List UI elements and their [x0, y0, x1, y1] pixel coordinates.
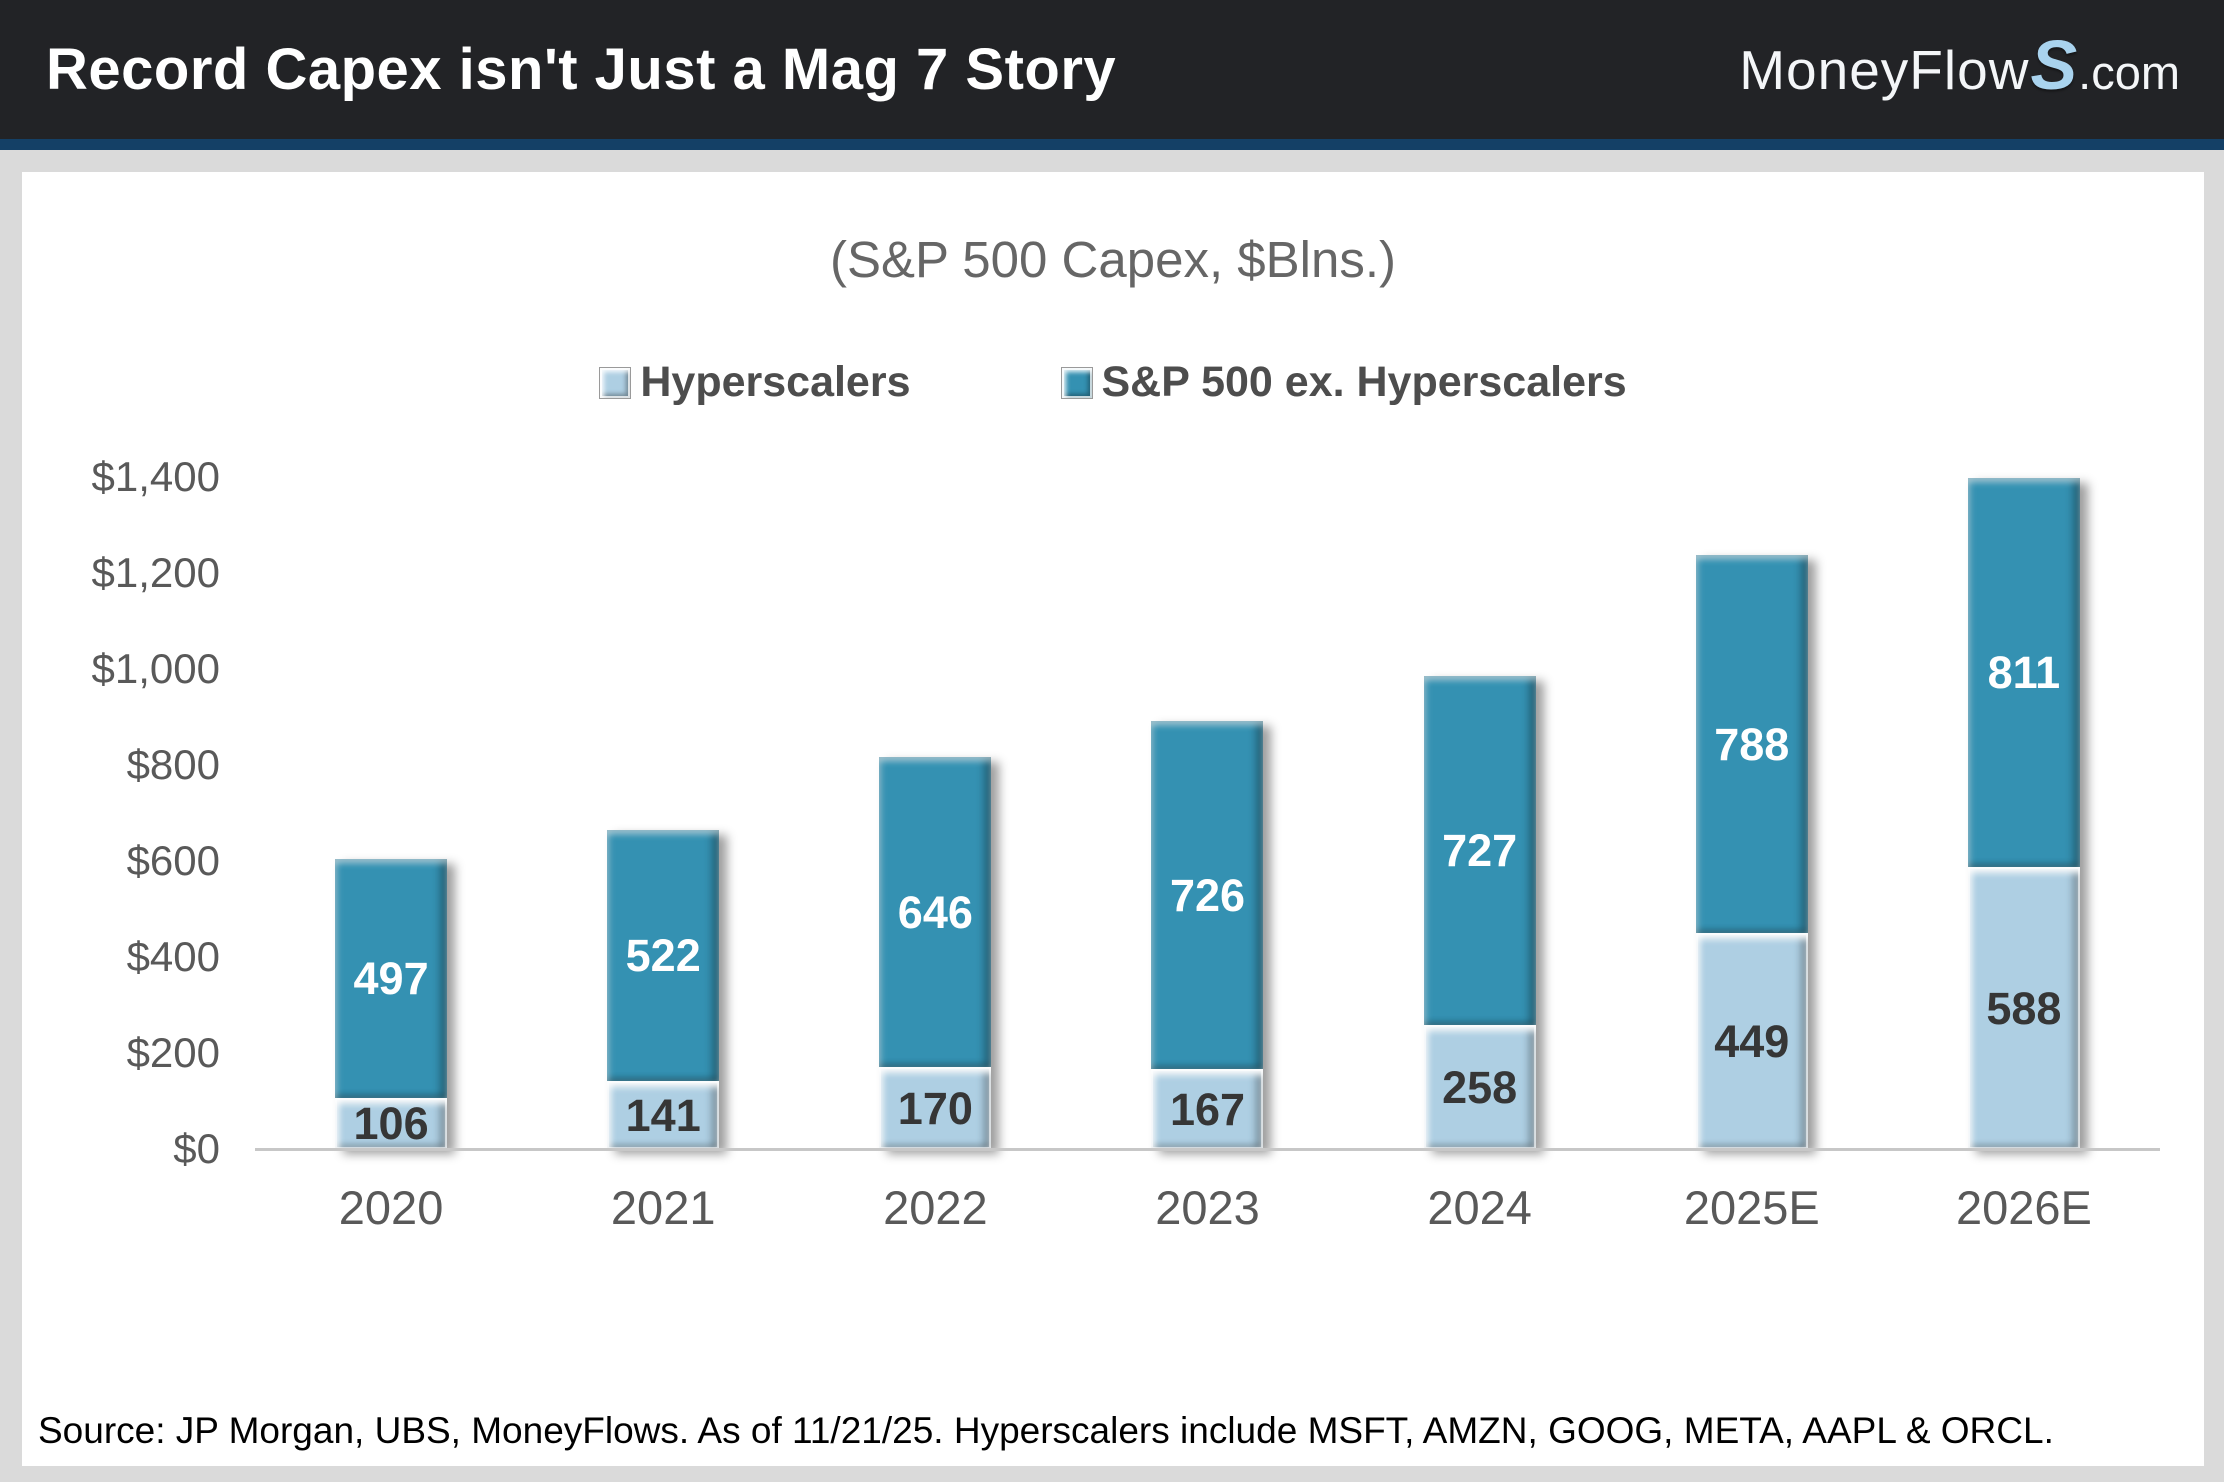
y-axis-label-1000: $1,000: [91, 645, 220, 692]
bar-value-label-s-p-500-ex-hyperscalers-2021: 522: [625, 930, 701, 981]
legend-item-sp500-ex-hyperscalers: S&P 500 ex. Hyperscalers: [1060, 358, 1627, 407]
x-axis-label-2020: 2020: [338, 1181, 444, 1234]
bar-value-label-s-p-500-ex-hyperscalers-2024: 727: [1442, 825, 1518, 876]
source-note: Source: JP Morgan, UBS, MoneyFlows. As o…: [38, 1410, 2054, 1451]
y-axis-label-0: $0: [173, 1125, 220, 1172]
y-axis-label-400: $400: [126, 933, 220, 980]
y-axis-label-1400: $1,400: [91, 453, 220, 500]
bar-segment-s-p-500-ex-hyperscalers-2024: 727: [1423, 676, 1536, 1025]
moneyflows-logo: MoneyFlow S .com: [1739, 25, 2180, 104]
legend-label-hyperscalers: Hyperscalers: [640, 358, 911, 406]
bar-value-label-hyperscalers-2023: 167: [1169, 1083, 1246, 1135]
y-axis-label-600: $600: [126, 837, 220, 884]
bar-value-label-hyperscalers-2022: 170: [897, 1082, 973, 1134]
bar-value-label-s-p-500-ex-hyperscalers-2025e: 788: [1714, 718, 1790, 770]
bar-stack-2026e: 811 588: [1967, 478, 2080, 1149]
bar-value-label-hyperscalers-2025e: 449: [1714, 1015, 1790, 1067]
bar-stack-2022: 646 170: [879, 757, 992, 1149]
legend-label-sp500-ex-hyperscalers: S&P 500 ex. Hyperscalers: [1101, 358, 1627, 406]
logo-text-tld: .com: [2078, 45, 2180, 99]
plot-bars: 497 106 522 141 646 170 726 167 727 258 788 449 811 5…: [255, 477, 2160, 1149]
bar-stack-2025e: 788 449: [1695, 555, 1808, 1149]
bar-stack-2020: 497 106: [335, 859, 448, 1149]
x-axis-labels: 2020 2021 2022 2023 2024 2025E 2026E: [255, 1180, 2160, 1235]
logo-text-main: MoneyFlow: [1739, 38, 2030, 101]
bar-value-label-hyperscalers-2020: 106: [353, 1098, 429, 1149]
x-axis-label-2024: 2024: [1427, 1181, 1532, 1234]
bar-value-label-s-p-500-ex-hyperscalers-2022: 646: [897, 886, 973, 938]
bar-stack-2021: 522 141: [607, 830, 720, 1149]
bar-segment-hyperscalers-2021: 141: [607, 1081, 720, 1149]
y-axis: $0 $200 $400 $600 $800 $1,000 $1,200 $1,400: [22, 453, 220, 1172]
bar-segment-s-p-500-ex-hyperscalers-2021: 522: [607, 830, 720, 1081]
bar-segment-hyperscalers-2020: 106: [335, 1098, 448, 1149]
bar-segment-hyperscalers-2024: 258: [1423, 1025, 1536, 1149]
y-axis-label-200: $200: [126, 1029, 220, 1076]
bar-segment-hyperscalers-2023: 167: [1151, 1069, 1264, 1149]
legend-swatch-hyperscalers-icon: [599, 366, 632, 399]
legend-item-hyperscalers: Hyperscalers: [599, 358, 911, 407]
bar-segment-s-p-500-ex-hyperscalers-2022: 646: [879, 757, 992, 1067]
x-axis-label-2023: 2023: [1155, 1181, 1260, 1234]
bar-stack-2023: 726 167: [1151, 721, 1264, 1149]
page-title: Record Capex isn't Just a Mag 7 Story: [46, 37, 1117, 102]
x-axis-label-2025e: 2025E: [1683, 1181, 1820, 1234]
chart-legend: Hyperscalers S&P 500 ex. Hyperscalers: [22, 358, 2204, 407]
x-axis-label-2026e: 2026E: [1955, 1181, 2092, 1234]
y-axis-label-1200: $1,200: [91, 549, 220, 596]
bar-segment-hyperscalers-2022: 170: [879, 1067, 992, 1149]
bar-stack-2024: 727 258: [1423, 676, 1536, 1149]
chart-panel: (S&P 500 Capex, $Blns.) Hyperscalers S&P…: [22, 172, 2204, 1466]
x-axis-label-2022: 2022: [883, 1181, 988, 1234]
legend-swatch-sp500-ex-hyperscalers-icon: [1060, 366, 1093, 399]
chart-title: (S&P 500 Capex, $Blns.): [829, 231, 1397, 288]
y-axis-label-800: $800: [126, 741, 220, 788]
bar-value-label-hyperscalers-2024: 258: [1442, 1061, 1518, 1113]
bar-segment-hyperscalers-2025e: 449: [1695, 933, 1808, 1149]
header-divider: [0, 139, 2224, 150]
bar-value-label-hyperscalers-2021: 141: [625, 1089, 701, 1141]
bar-value-label-s-p-500-ex-hyperscalers-2020: 497: [353, 953, 429, 1004]
bar-segment-hyperscalers-2026e: 588: [1967, 867, 2080, 1149]
bar-segment-s-p-500-ex-hyperscalers-2020: 497: [335, 859, 448, 1098]
bar-value-label-s-p-500-ex-hyperscalers-2026e: 811: [1987, 647, 2061, 698]
bar-segment-s-p-500-ex-hyperscalers-2025e: 788: [1695, 555, 1808, 933]
x-axis-line: [255, 1148, 2160, 1151]
bar-value-label-s-p-500-ex-hyperscalers-2023: 726: [1169, 869, 1246, 921]
bar-segment-s-p-500-ex-hyperscalers-2023: 726: [1151, 721, 1264, 1069]
x-axis-label-2021: 2021: [610, 1181, 716, 1234]
bar-segment-s-p-500-ex-hyperscalers-2026e: 811: [1967, 478, 2080, 867]
header-bar: Record Capex isn't Just a Mag 7 Story Mo…: [0, 0, 2224, 139]
bar-value-label-hyperscalers-2026e: 588: [1986, 982, 2062, 1034]
